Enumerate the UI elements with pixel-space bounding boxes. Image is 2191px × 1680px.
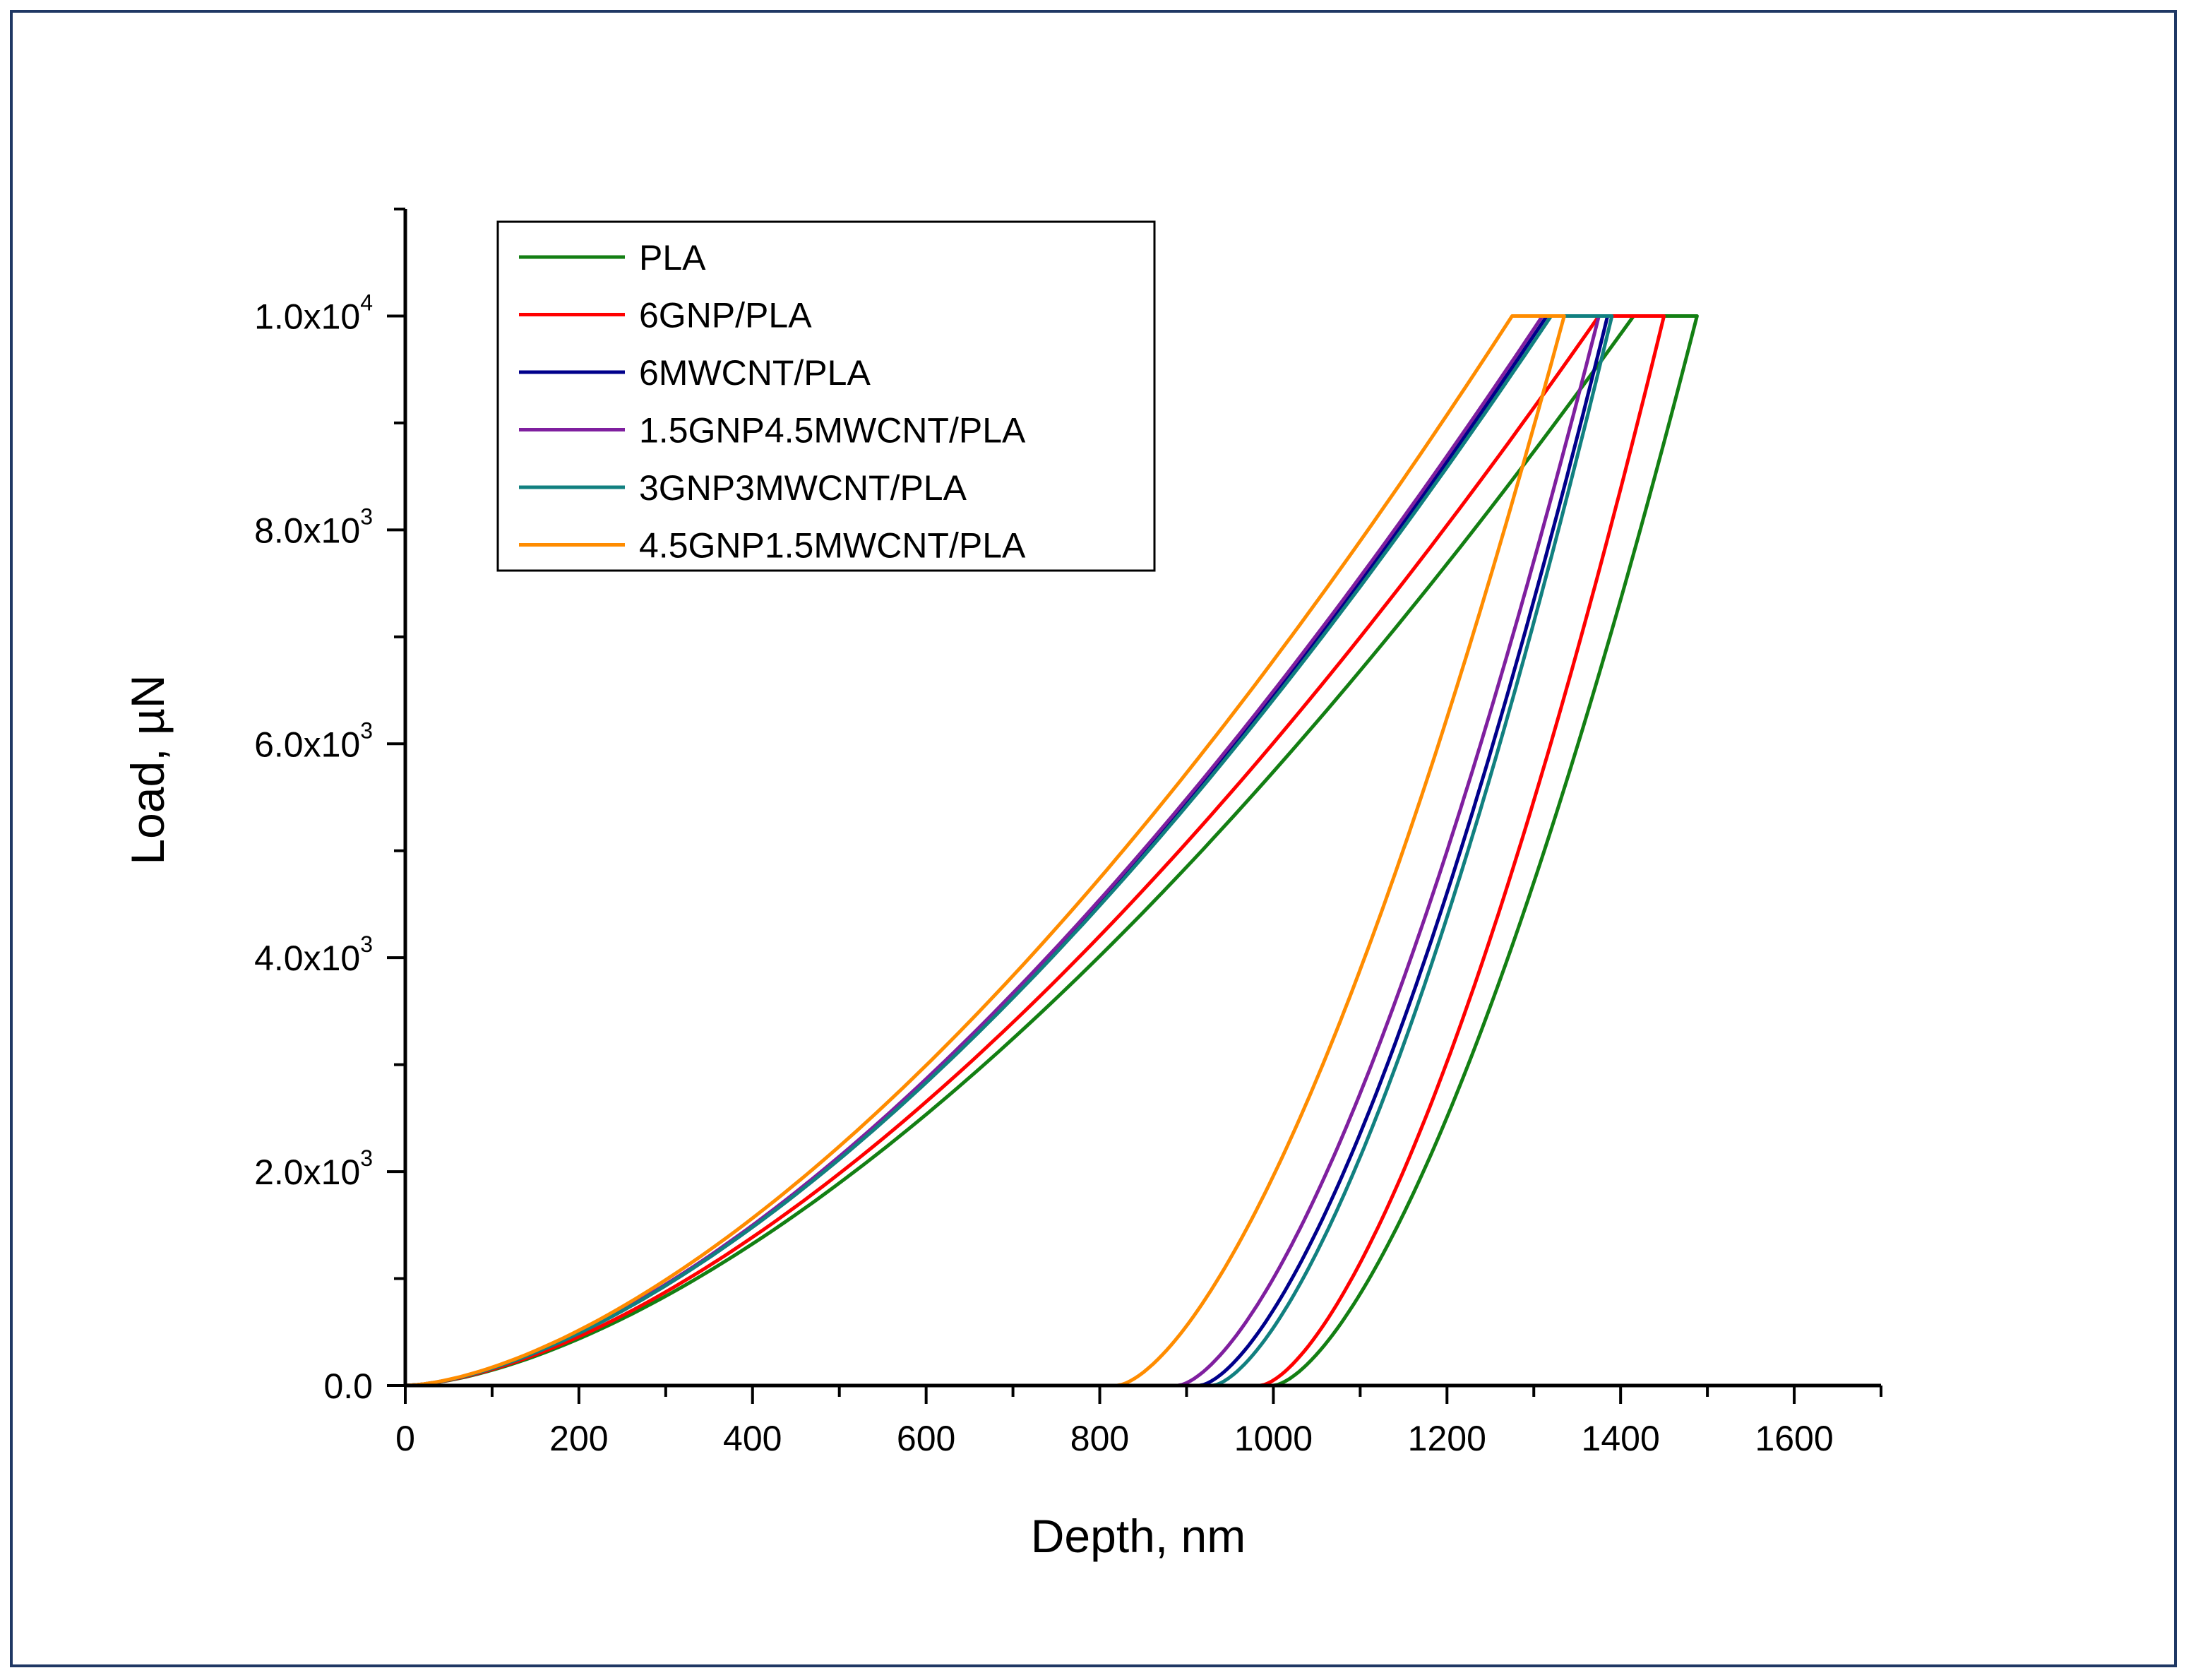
x-tick-label: 1200	[1408, 1419, 1486, 1458]
y-tick-exponent: 3	[360, 931, 373, 957]
y-tick-base: 6.0x10	[254, 725, 360, 764]
y-tick-base: 8.0x10	[254, 511, 360, 550]
legend-label: 6GNP/PLA	[639, 296, 812, 335]
y-tick-exponent: 3	[360, 717, 373, 743]
legend-label: 4.5GNP1.5MWCNT/PLA	[639, 526, 1026, 566]
x-tick-label: 0	[395, 1419, 415, 1458]
series-line-2	[405, 314, 1666, 1388]
y-tick-label: 4.0x103	[254, 931, 373, 978]
series-line-6	[405, 314, 1566, 1388]
x-tick-label: 800	[1070, 1419, 1129, 1458]
y-tick-label: 1.0x104	[254, 290, 373, 336]
y-tick-base: 0.0	[323, 1366, 373, 1406]
x-tick-label: 1400	[1582, 1419, 1660, 1458]
legend-label: PLA	[639, 238, 706, 278]
y-axis-title: Load, µN	[121, 674, 174, 864]
legend-box	[496, 220, 1156, 572]
legend-label: 6MWCNT/PLA	[639, 353, 871, 393]
y-tick-base: 4.0x10	[254, 939, 360, 978]
series-line-5	[405, 314, 1614, 1388]
legend-label: 1.5GNP4.5MWCNT/PLA	[639, 411, 1026, 451]
y-tick-exponent: 4	[360, 290, 373, 315]
y-tick-exponent: 3	[360, 1145, 373, 1171]
series-line-1	[405, 314, 1699, 1388]
legend: PLA 6GNP/PLA 6MWCNT/PLA 1.5GNP4.5MWCNT/PLA 3…	[496, 220, 1156, 572]
x-tick-label: 1000	[1234, 1419, 1313, 1458]
y-tick-label: 6.0x103	[254, 717, 373, 764]
axes-layer: 0 200 400 600 800 1000 1200 1400 16000.02.0x1034…	[254, 208, 1882, 1458]
y-tick-base: 1.0x10	[254, 297, 360, 336]
x-tick-label: 600	[897, 1419, 955, 1458]
y-tick-label: 2.0x103	[254, 1145, 373, 1192]
y-tick-label: 0.0	[323, 1366, 373, 1406]
y-tick-exponent: 3	[360, 504, 373, 529]
x-tick-label: 400	[723, 1419, 782, 1458]
x-tick-label: 200	[549, 1419, 608, 1458]
x-tick-label: 1600	[1755, 1419, 1833, 1458]
series-layer	[405, 314, 1699, 1388]
x-axis-title: Depth, nm	[1031, 1510, 1246, 1562]
y-tick-base: 2.0x10	[254, 1152, 360, 1192]
y-tick-label: 8.0x103	[254, 504, 373, 550]
legend-label: 3GNP3MWCNT/PLA	[639, 468, 967, 508]
